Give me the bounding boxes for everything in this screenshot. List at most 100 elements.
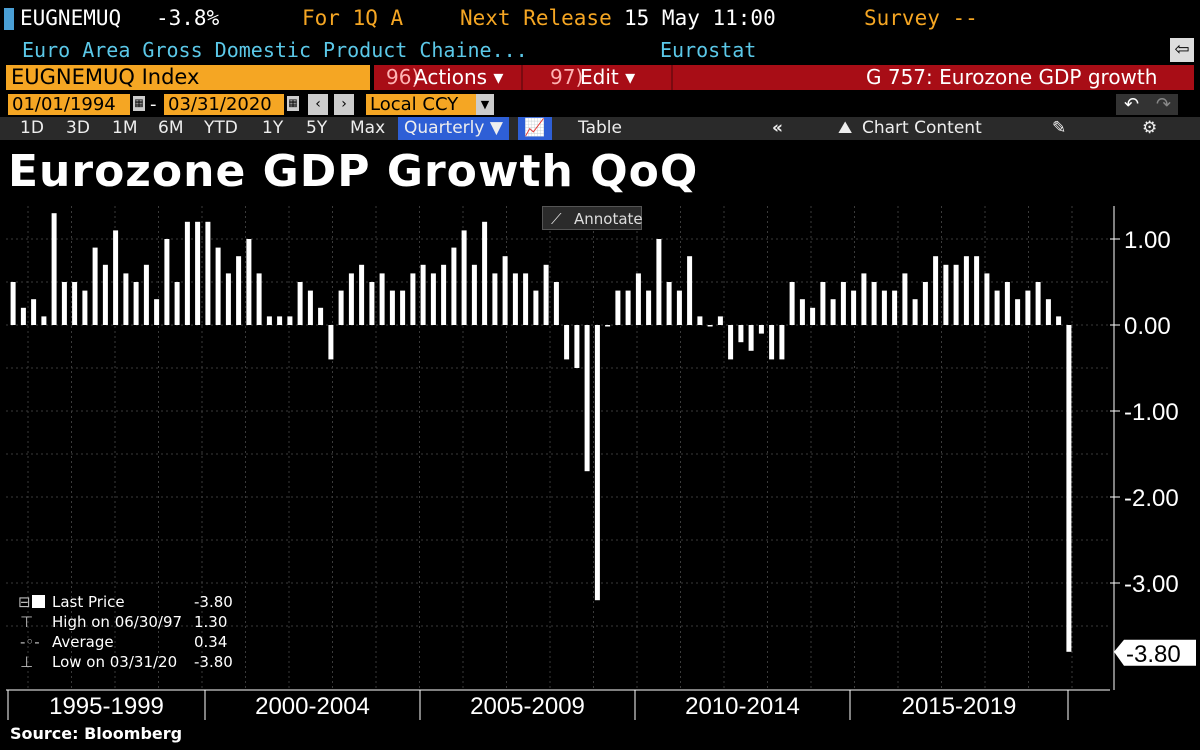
frequency-select[interactable]: Quarterly ▼ (398, 117, 509, 140)
bar (810, 307, 816, 325)
period-label: For 1Q A (302, 6, 404, 30)
range-max[interactable]: Max (350, 118, 386, 138)
bar (492, 273, 498, 325)
command-bar-red: 96) Actions ▾ 97) Edit ▾ G 757: Eurozone… (374, 65, 1194, 90)
bar (184, 221, 190, 325)
x-tick-label: 2005-2009 (470, 693, 585, 720)
edit-pencil-icon[interactable]: ✎ (1052, 118, 1067, 138)
range-ytd[interactable]: YTD (204, 118, 238, 138)
range-5y[interactable]: 5Y (306, 118, 328, 138)
bar (51, 213, 57, 325)
legend-value: 1.30 (194, 613, 228, 631)
table-button[interactable]: Table (578, 118, 622, 138)
bar (963, 256, 969, 325)
security-description: Euro Area Gross Domestic Product Chaine.… (22, 38, 528, 62)
high-marker-icon: ⊤ (20, 613, 34, 631)
bar (605, 325, 611, 327)
ticker-symbol[interactable]: EUGNEMUQ (20, 6, 122, 30)
bar (1066, 325, 1072, 652)
bar (840, 282, 846, 325)
bar (687, 256, 693, 325)
end-date-field[interactable]: 03/31/2020 (164, 94, 284, 115)
bar (892, 290, 898, 325)
last-value: -3.8% (156, 6, 220, 30)
y-tick-label: 0.00 (1124, 313, 1171, 340)
bar (881, 290, 887, 325)
bar (164, 239, 170, 325)
last-value-label: -3.80 (1126, 641, 1181, 668)
ticker-marker (4, 8, 14, 30)
last-value-tag (1114, 639, 1196, 666)
legend-label: Last Price (52, 593, 125, 611)
bar (379, 273, 385, 325)
bar (717, 316, 723, 325)
bar (236, 256, 242, 325)
bar (174, 282, 180, 325)
chart-name: G 757: Eurozone GDP growth (866, 65, 1158, 89)
index-field[interactable]: EUGNEMUQ Index (6, 65, 370, 90)
collapse-icon[interactable]: « (772, 118, 783, 138)
start-date-field[interactable]: 01/01/1994 (8, 94, 130, 115)
range-6m[interactable]: 6M (158, 118, 184, 138)
edit-menu[interactable]: Edit ▾ (580, 65, 636, 89)
bar (594, 325, 600, 601)
bar (748, 325, 754, 351)
range-1m[interactable]: 1M (112, 118, 138, 138)
bar (451, 247, 457, 325)
gear-icon[interactable]: ⚙ (1142, 118, 1158, 138)
back-arrow-icon[interactable]: ⇦ (1170, 38, 1194, 62)
bar (707, 325, 713, 327)
annotate-button[interactable]: ⟋ Annotate (542, 206, 643, 230)
redo-icon[interactable]: ↷ (1156, 94, 1172, 115)
security-header: EUGNEMUQ -3.8% For 1Q A Next Release 15 … (0, 0, 1200, 36)
bar (820, 282, 826, 325)
bar (389, 290, 395, 325)
undo-icon[interactable]: ↶ (1124, 94, 1140, 115)
calendar-icon[interactable]: ▦ (133, 96, 145, 111)
date-range-bar: 01/01/1994 ▦ - 03/31/2020 ▦ ‹ › Local CC… (0, 92, 1200, 116)
bar (676, 290, 682, 325)
average-marker-icon: -◦- (20, 633, 40, 651)
range-toolbar: 1D 3D 1M 6M YTD 1Y 5Y Max Quarterly ▼ 📈 … (0, 117, 1200, 140)
bar (20, 307, 26, 325)
bar (512, 273, 518, 325)
bar (502, 256, 508, 325)
bar (482, 221, 488, 325)
range-1y[interactable]: 1Y (262, 118, 284, 138)
bar (348, 273, 354, 325)
low-marker-icon: ⊥ (20, 653, 34, 671)
actions-menu[interactable]: Actions ▾ (414, 65, 504, 89)
line-chart-icon[interactable]: 📈 (518, 117, 552, 140)
bar (1015, 299, 1021, 325)
previous-arrow-icon[interactable]: ‹ (308, 94, 328, 115)
chart-content-button[interactable]: Chart Content (862, 118, 982, 138)
bar (922, 282, 928, 325)
bar (307, 290, 313, 325)
currency-select[interactable]: Local CCY ▼ (366, 94, 494, 115)
bar (738, 325, 744, 343)
range-1d[interactable]: 1D (20, 118, 44, 138)
bar (359, 264, 365, 325)
bar (625, 290, 631, 325)
bar (10, 282, 16, 325)
bar (584, 325, 590, 472)
range-3d[interactable]: 3D (66, 118, 90, 138)
undo-redo-group: ↶ ↷ (1116, 94, 1178, 115)
bar (953, 264, 959, 325)
survey-label: Survey -- (864, 6, 978, 30)
chart-content-icon[interactable]: ⛰ (838, 118, 853, 138)
y-tick-label: -2.00 (1124, 485, 1179, 512)
chart-title: Eurozone GDP Growth QoQ (8, 146, 699, 197)
annotate-label: Annotate (574, 210, 643, 228)
bar (154, 299, 160, 325)
source-organization: Eurostat (660, 38, 757, 62)
bar (697, 316, 703, 325)
next-arrow-icon[interactable]: › (334, 94, 354, 115)
bar (1004, 282, 1010, 325)
bar (338, 290, 344, 325)
collapse-box-icon[interactable]: ⊟ (18, 593, 31, 611)
legend-swatch (32, 595, 45, 608)
legend-value: -3.80 (194, 593, 233, 611)
calendar-icon[interactable]: ▦ (287, 96, 299, 111)
dropdown-icon[interactable]: ▼ (476, 94, 494, 115)
